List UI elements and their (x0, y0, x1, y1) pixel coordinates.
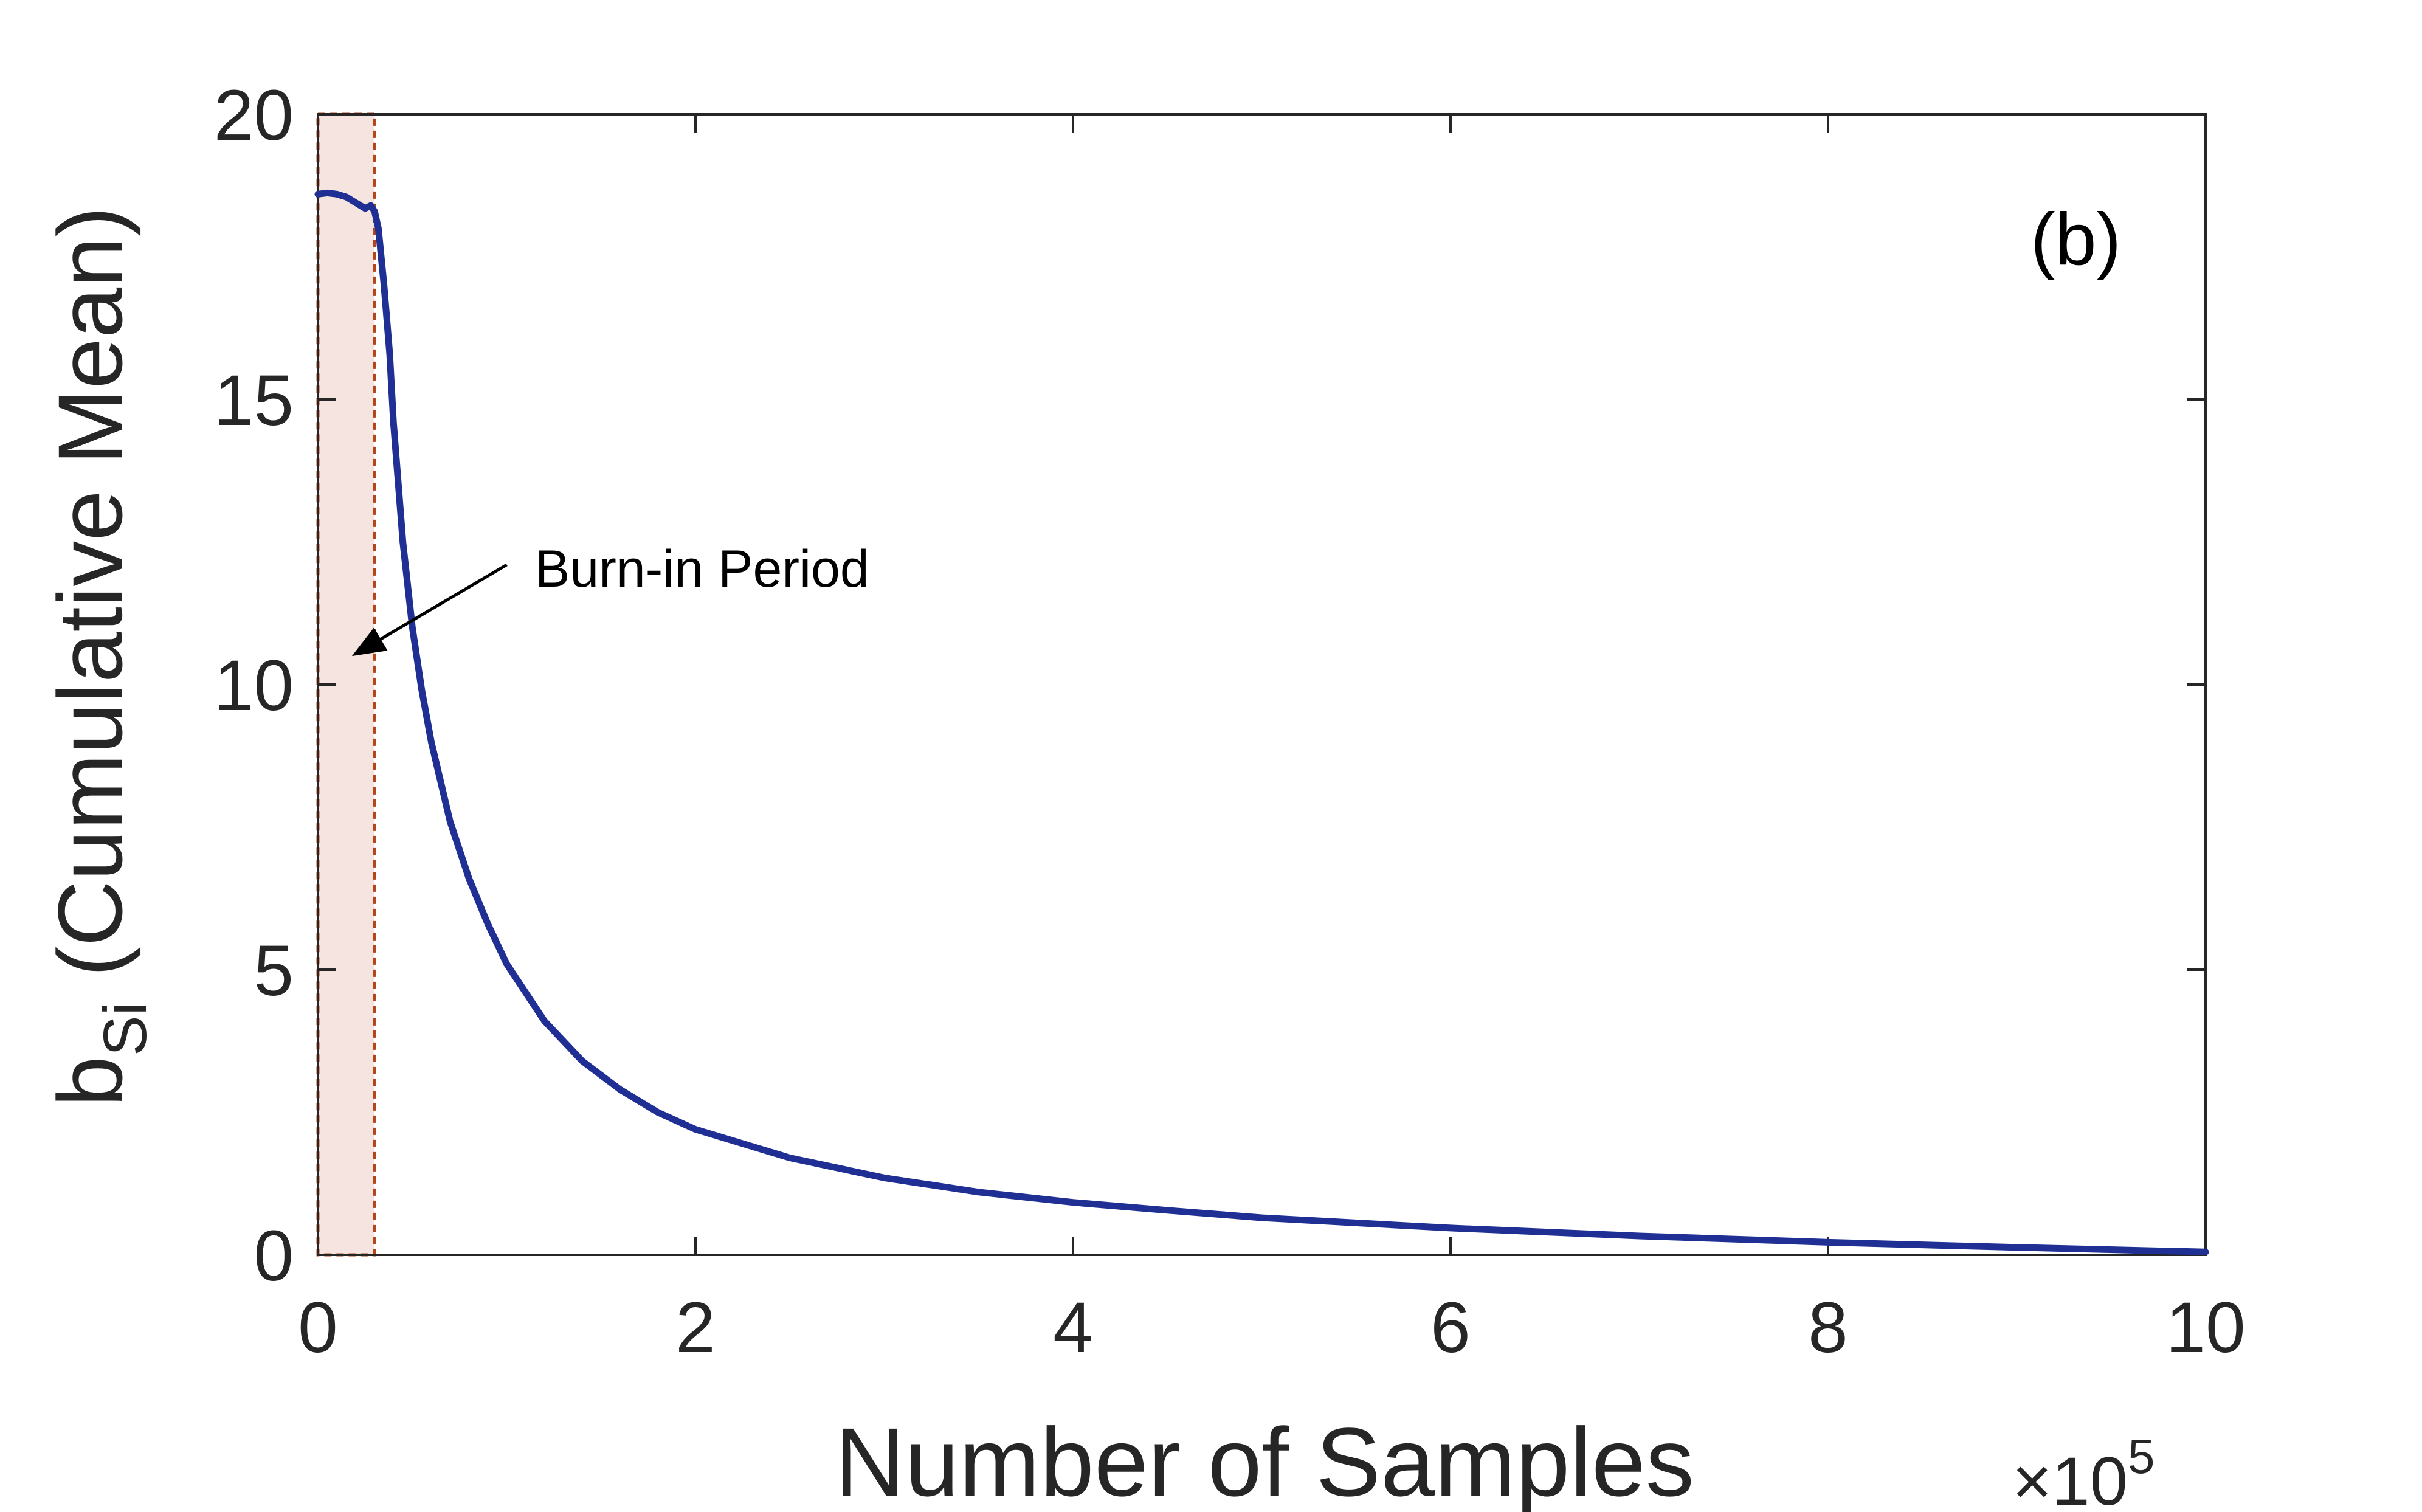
y-label-main: b (39, 1056, 141, 1106)
y-tick-label: 10 (214, 646, 294, 726)
y-axis-label: bSi (Cumulative Mean) (39, 206, 159, 1106)
y-tick-label: 15 (214, 361, 294, 441)
series-line-cumulative-mean (314, 189, 2209, 1255)
x-tick-label: 2 (675, 1288, 716, 1368)
burn-in-arrowhead (351, 627, 388, 657)
y-tick-label: 0 (254, 1216, 294, 1296)
burn-in-annotation-arrow (380, 563, 508, 641)
y-tick-labels: 0 5 10 15 20 (214, 75, 294, 1296)
y-label-subscript: Si (91, 1002, 159, 1056)
burn-in-annotation-label: Burn-in Period (535, 540, 869, 598)
x-axis-label: Number of Samples (835, 1407, 1694, 1512)
panel-label: (b) (2030, 198, 2121, 280)
x-tick-labels: 0 2 4 6 8 10 (298, 1288, 2245, 1368)
y-label-rest: (Cumulative Mean) (39, 206, 141, 1002)
x-tick-label: 4 (1053, 1288, 1093, 1368)
x-multiplier-base: ×10 (2012, 1443, 2128, 1512)
x-multiplier-exponent: 5 (2128, 1429, 2155, 1483)
x-tick-label: 6 (1430, 1288, 1471, 1368)
x-tick-label: 8 (1808, 1288, 1848, 1368)
x-tick-label: 0 (298, 1288, 338, 1368)
x-tick-label: 10 (2165, 1288, 2245, 1368)
y-tick-label: 20 (214, 75, 294, 156)
x-axis-multiplier: ×105 (2012, 1429, 2155, 1512)
y-tick-label: 5 (254, 931, 294, 1011)
